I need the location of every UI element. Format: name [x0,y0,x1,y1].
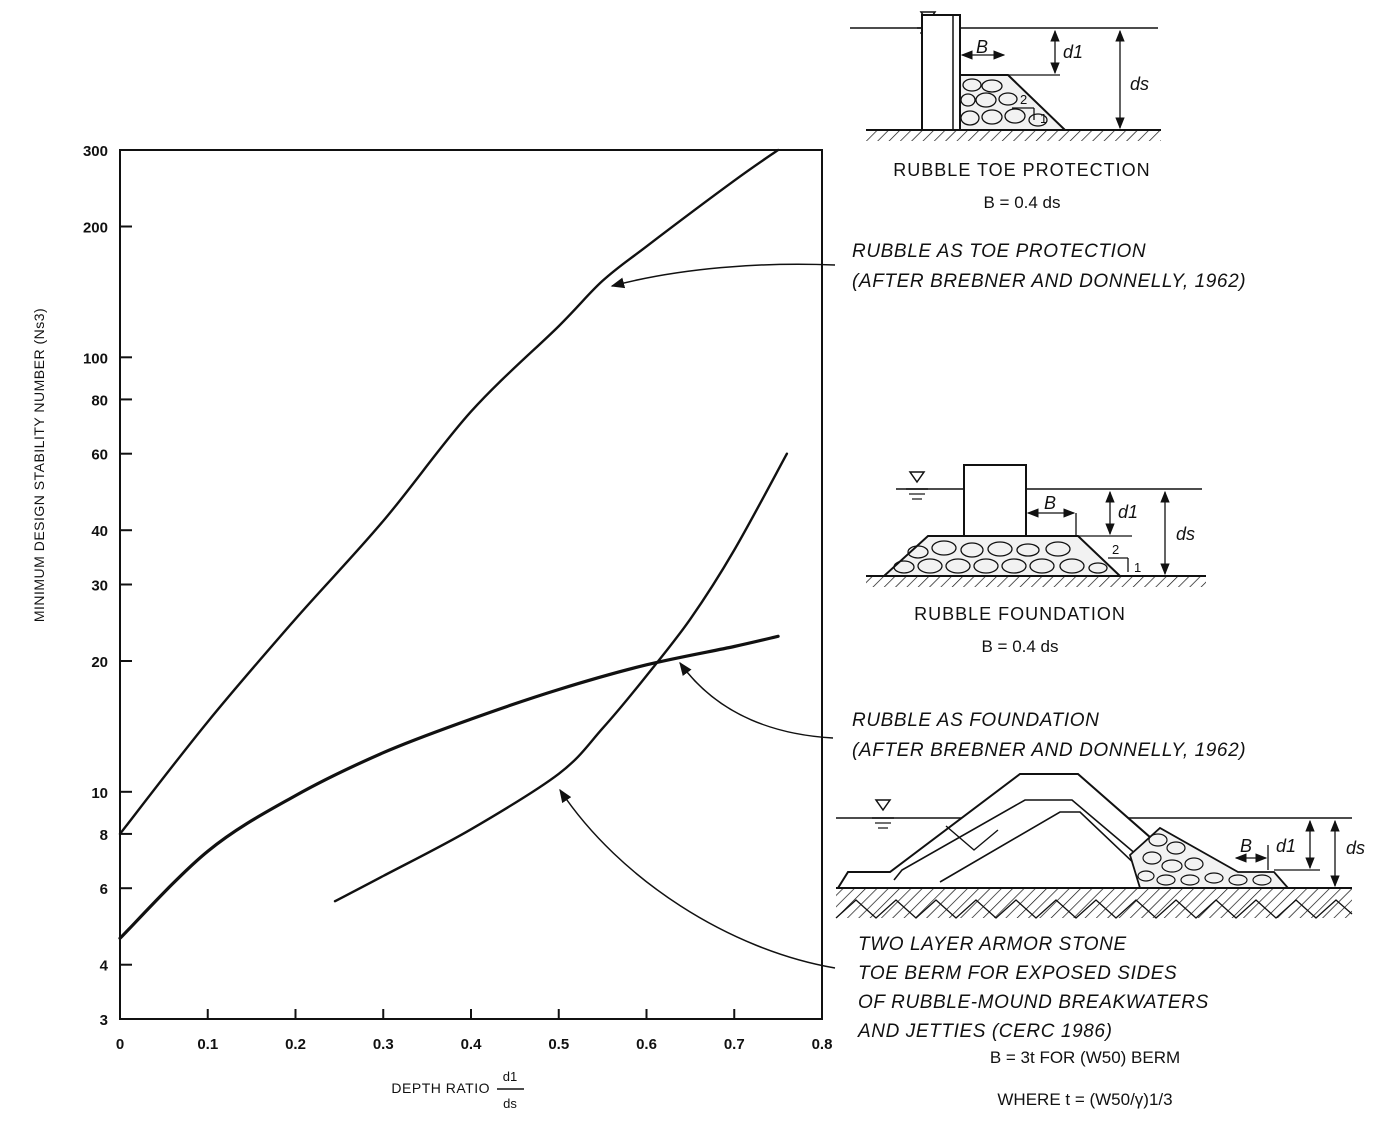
y-tick-label: 40 [91,523,108,540]
plot-frame [119,149,823,1020]
svg-text:RUBBLE AS TOE PROTECTION: RUBBLE AS TOE PROTECTION [852,241,1146,262]
svg-text:AND JETTIES (CERC 1986): AND JETTIES (CERC 1986) [857,1021,1113,1042]
svg-text:d1: d1 [1063,42,1083,62]
svg-text:RUBBLE AS FOUNDATION: RUBBLE AS FOUNDATION [852,710,1099,731]
x-tick-label: 0.3 [373,1036,394,1053]
svg-text:d1: d1 [503,1069,517,1084]
y-tick-label: 10 [91,785,108,802]
svg-text:2: 2 [1020,92,1027,107]
x-ticks: 0 0.1 0.2 0.3 0.4 0.5 0.6 0.7 0.8 [116,1009,833,1053]
y-tick-label: 20 [91,654,108,671]
svg-text:B = 0.4 ds: B = 0.4 ds [983,193,1060,212]
annotation-foundation: RUBBLE AS FOUNDATION (AFTER BREBNER AND … [679,661,1246,761]
svg-text:OF RUBBLE-MOUND BREAKWATERS: OF RUBBLE-MOUND BREAKWATERS [858,992,1209,1013]
y-tick-label: 80 [91,392,108,409]
svg-text:(AFTER BREBNER AND DONNELLY, 1: (AFTER BREBNER AND DONNELLY, 1962) [852,271,1246,292]
svg-text:RUBBLE TOE PROTECTION: RUBBLE TOE PROTECTION [893,160,1150,180]
svg-text:ds: ds [1346,838,1365,858]
y-tick-label: 6 [100,881,108,898]
svg-text:DEPTH RATIO: DEPTH RATIO [391,1080,490,1096]
svg-text:B: B [976,37,988,57]
svg-text:d1: d1 [1118,502,1138,522]
y-tick-label: 300 [83,143,108,160]
x-tick-label: 0.4 [461,1036,483,1053]
svg-text:RUBBLE FOUNDATION: RUBBLE FOUNDATION [914,604,1126,624]
x-tick-label: 0.8 [812,1036,833,1053]
svg-text:TOE BERM FOR EXPOSED SIDES: TOE BERM FOR EXPOSED SIDES [858,963,1177,984]
y-tick-label: 30 [91,578,108,595]
svg-text:B: B [1240,836,1252,856]
svg-text:TWO LAYER ARMOR STONE: TWO LAYER ARMOR STONE [858,934,1127,955]
series-lines [118,148,789,940]
svg-text:ds: ds [1130,74,1149,94]
svg-text:B = 0.4 ds: B = 0.4 ds [981,637,1058,656]
y-tick-label: 200 [83,220,108,237]
diagram-toe-berm: B d1 ds B = 3t FOR (W50) BERM WHERE t = … [835,773,1365,1109]
x-tick-label: 0 [116,1036,124,1053]
diagram-toe-protection: B d1 ds 2 1 RUBBLE TOE PROTECTION B = 0.… [850,11,1161,212]
svg-text:ds: ds [503,1096,517,1111]
annotation-toe-protection: RUBBLE AS TOE PROTECTION (AFTER BREBNER … [610,241,1246,292]
y-ticks: 3 4 6 8 10 20 30 40 60 80 100 200 300 [83,143,132,1029]
x-tick-label: 0.6 [636,1036,657,1053]
y-tick-label: 4 [100,958,109,975]
svg-text:2: 2 [1112,542,1119,557]
y-tick-label: 100 [83,350,108,367]
svg-text:1: 1 [1134,560,1141,575]
svg-text:WHERE t = (W50/γ)1/3: WHERE t = (W50/γ)1/3 [997,1090,1172,1109]
x-axis-label: DEPTH RATIO d1 ds [391,1069,524,1111]
svg-text:(AFTER BREBNER AND DONNELLY, 1: (AFTER BREBNER AND DONNELLY, 1962) [852,740,1246,761]
x-tick-label: 0.2 [285,1036,306,1053]
annotation-armor-berm: TWO LAYER ARMOR STONE TOE BERM FOR EXPOS… [559,788,1209,1042]
svg-text:d1: d1 [1276,836,1296,856]
y-tick-label: 3 [100,1012,108,1029]
y-tick-label: 60 [91,447,108,464]
x-tick-label: 0.5 [548,1036,569,1053]
svg-text:ds: ds [1176,524,1195,544]
diagram-foundation: B d1 ds 2 1 RUBBLE FOUNDATION B = 0.4 ds [866,464,1206,656]
series-line-1 [118,634,780,940]
svg-text:1: 1 [1040,111,1047,126]
y-axis-label: MINIMUM DESIGN STABILITY NUMBER (Ns3) [31,308,47,622]
series-line-2 [333,452,789,903]
svg-text:B: B [1044,493,1056,513]
y-tick-label: 8 [100,827,108,844]
series-line-0 [118,148,780,836]
x-tick-label: 0.7 [724,1036,745,1053]
x-tick-label: 0.1 [197,1036,218,1053]
svg-text:B = 3t FOR (W50) BERM: B = 3t FOR (W50) BERM [990,1048,1180,1067]
